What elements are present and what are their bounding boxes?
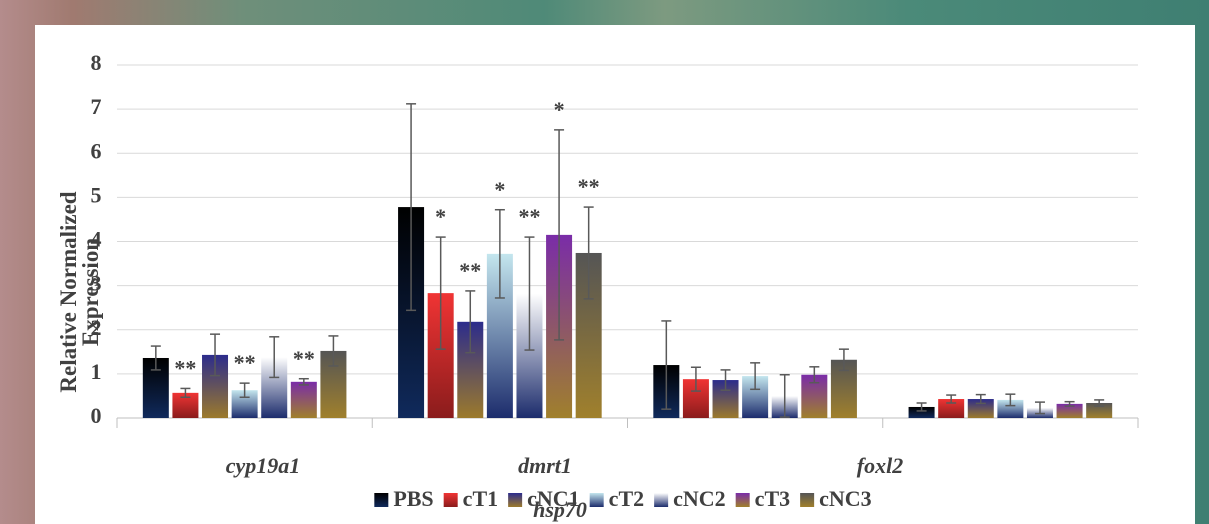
chart-panel (35, 25, 1195, 524)
legend-label: cNC3 (819, 486, 872, 511)
legend: PBS cT1 cNC1 cT2 cNC2 cT3 cNC3 (374, 486, 872, 511)
x-tick-label: dmrt1 (518, 453, 572, 478)
error-bar (975, 393, 986, 405)
error-bar (298, 377, 309, 386)
error-bar (239, 382, 250, 399)
error-bar (406, 103, 417, 312)
error-bar (750, 362, 761, 391)
significance-label: ** (174, 355, 196, 380)
significance-label: ** (578, 174, 600, 199)
error-bar (1064, 400, 1075, 407)
error-bar (180, 387, 191, 399)
significance-label: ** (234, 350, 256, 375)
y-tick-label: 4 (91, 227, 102, 252)
bar (967, 399, 994, 418)
x-tick-label: foxl2 (857, 453, 903, 478)
x-tick-label: cyp19a1 (226, 453, 301, 478)
significance-label: ** (518, 204, 540, 229)
legend-label: cT1 (463, 486, 498, 511)
legend-label: cNC1 (527, 486, 580, 511)
error-bar (554, 129, 565, 341)
legend-label: cNC2 (673, 486, 726, 511)
error-bar (435, 236, 446, 350)
legend-label: cT3 (755, 486, 790, 511)
y-tick-label: 0 (91, 403, 102, 428)
y-tick-label: 1 (91, 359, 102, 384)
bar (938, 399, 965, 418)
significance-label: ** (459, 258, 481, 283)
legend-swatch (508, 493, 523, 507)
error-bar (809, 366, 820, 384)
legend-swatch (800, 493, 815, 507)
error-bar (1005, 393, 1016, 407)
significance-label: * (554, 97, 565, 122)
error-bar (269, 336, 280, 379)
legend-swatch (735, 493, 750, 507)
x-tick-label: hsp70 (533, 497, 587, 522)
error-bar (524, 236, 535, 351)
error-bar (494, 208, 505, 299)
error-bar (150, 345, 161, 371)
bar (1056, 403, 1083, 418)
legend-swatch (443, 493, 458, 507)
legend-label: cT2 (609, 486, 644, 511)
error-bar (328, 335, 339, 367)
error-bar (210, 333, 221, 377)
y-axis-title: Relative Normalized Expression (56, 191, 103, 393)
significance-label: * (435, 204, 446, 229)
error-bar (465, 290, 476, 354)
legend-label: PBS (393, 486, 433, 511)
y-tick-label: 5 (91, 182, 102, 207)
legend-swatch (654, 493, 669, 507)
error-bar (583, 206, 594, 300)
bar (290, 381, 317, 418)
y-tick-label: 3 (91, 271, 102, 296)
error-bar (661, 320, 672, 410)
bar (908, 406, 935, 418)
error-bar (838, 348, 849, 372)
error-bar (946, 394, 957, 404)
legend-swatch (589, 493, 604, 507)
significance-label: * (494, 177, 505, 202)
error-bar (916, 402, 927, 412)
error-bar (690, 366, 701, 392)
significance-label: ** (293, 346, 315, 371)
error-bar (1094, 399, 1105, 407)
error-bar (720, 369, 731, 391)
bar (1086, 402, 1113, 418)
error-bar (1034, 401, 1045, 415)
legend-swatch (374, 493, 389, 507)
y-tick-label: 2 (91, 315, 102, 340)
error-bar (779, 374, 790, 418)
y-tick-label: 7 (91, 94, 102, 119)
y-tick-label: 6 (91, 138, 102, 163)
bar (997, 399, 1024, 418)
y-tick-label: 8 (91, 50, 102, 75)
